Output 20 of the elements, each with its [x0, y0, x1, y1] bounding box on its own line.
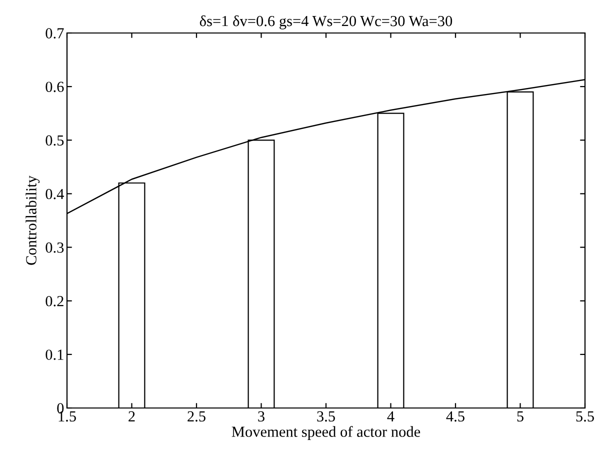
x-tick-label: 4.5 [446, 411, 464, 422]
y-tick-label: 0.6 [46, 82, 64, 92]
x-tick-label: 4 [387, 411, 394, 422]
y-tick-label: 0.4 [46, 188, 64, 200]
y-tick-label: 0.1 [46, 350, 64, 360]
y-tick-label: 0.7 [46, 28, 64, 39]
x-axis-title: Movement speed of actor node [232, 426, 420, 440]
x-tick-label: 5.5 [576, 411, 594, 422]
x-tick-label: 2.5 [188, 411, 206, 422]
x-tick-label: 3.5 [317, 411, 335, 422]
y-tick-label: 0.3 [46, 242, 64, 253]
x-tick-label: 5 [517, 411, 524, 422]
x-tick-label: 1.5 [58, 411, 76, 422]
x-tick-label: 3 [258, 411, 264, 422]
x-tick-label: 2 [128, 411, 135, 422]
y-tick-label: 0 [57, 403, 64, 414]
chart-title: δs=1 δv=0.6 gs=4 Ws=20 Wc=30 Wa=30 [200, 15, 452, 30]
y-tick-label: 0.2 [46, 296, 64, 306]
y-axis-title: Controllability [26, 176, 40, 265]
y-tick-label: 0.5 [46, 135, 64, 146]
